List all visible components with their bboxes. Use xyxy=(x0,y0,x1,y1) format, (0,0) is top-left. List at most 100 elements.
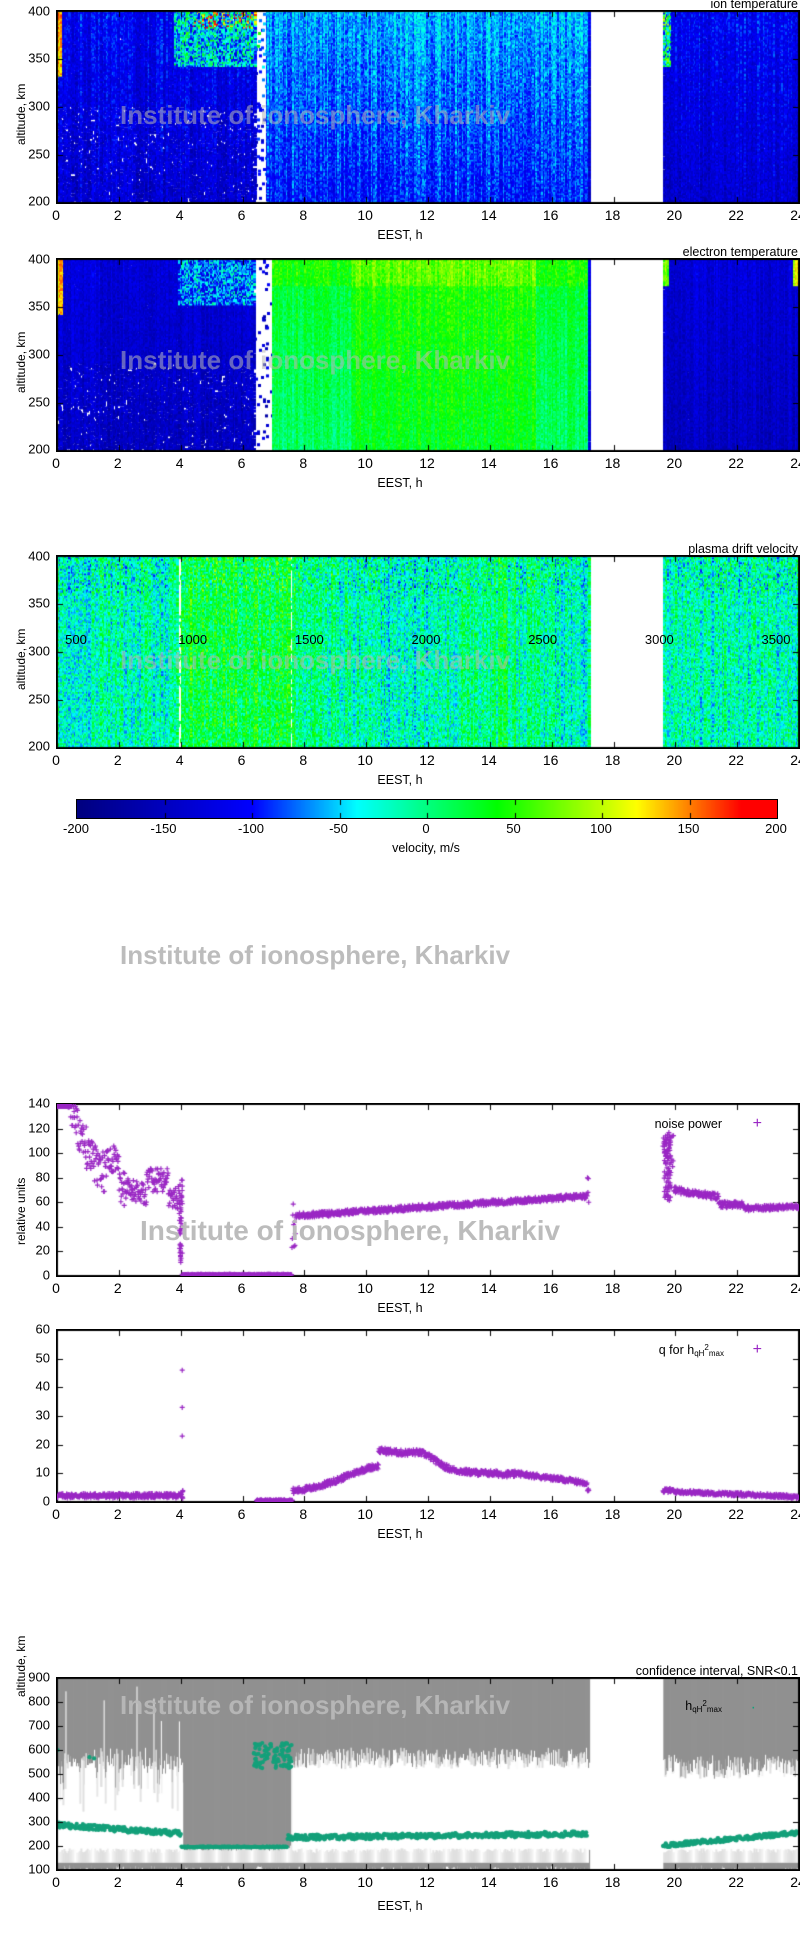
confidence-xtick: 0 xyxy=(52,1874,60,1890)
noise-power-ytick: 0 xyxy=(42,1267,50,1283)
panel-electron-temperature: altitude, km 400 350 300 250 200 electro… xyxy=(0,245,800,498)
confidence-xtick: 16 xyxy=(542,1874,559,1890)
q-hqh2max-xlabel: EEST, h xyxy=(377,1527,423,1541)
q-hqh2max-xtick: 12 xyxy=(419,1506,435,1522)
plasma-drift-velocity-xtick: 14 xyxy=(481,752,497,768)
ion-temperature-xtick: 0 xyxy=(52,207,60,223)
electron-temperature-plot xyxy=(56,258,800,452)
electron-temperature-xtick: 8 xyxy=(299,455,308,471)
ion-temperature-ylabel: altitude, km xyxy=(14,83,28,145)
q-hqh2max-ytick: 30 xyxy=(35,1407,50,1423)
electron-temperature-xtick: 0 xyxy=(52,455,60,471)
noise-power-ytick: 120 xyxy=(28,1120,50,1136)
q-hqh2max-ytick: 50 xyxy=(35,1350,50,1366)
temperature-colorbar-tick: 1000 xyxy=(178,632,208,647)
noise-power-xtick: 6 xyxy=(237,1280,246,1296)
confidence-ytick: 800 xyxy=(28,1693,50,1709)
ytick: 300 xyxy=(28,346,50,362)
velocity-colorbar-tick: -200 xyxy=(62,821,90,836)
noise-power-ytick: 80 xyxy=(35,1169,50,1185)
ytick: 400 xyxy=(28,548,50,564)
confidence-legend-label: hqH2max xyxy=(685,1699,722,1714)
temperature-colorbar-tick: 3500 xyxy=(761,632,791,647)
plasma-drift-velocity-xtick: 20 xyxy=(666,752,683,768)
ytick: 350 xyxy=(28,298,50,314)
velocity-colorbar-tick: -100 xyxy=(237,821,265,836)
confidence-xtick: 8 xyxy=(299,1874,308,1890)
q-hqh2max-xtick: 22 xyxy=(728,1506,744,1522)
plasma-drift-velocity-xtick: 2 xyxy=(113,752,122,768)
noise-power-xtick: 0 xyxy=(52,1280,60,1296)
plasma-drift-ylabel: altitude, km xyxy=(14,628,28,690)
noise-power-xtick: 12 xyxy=(419,1280,435,1296)
plasma-drift-velocity-xtick: 6 xyxy=(237,752,246,768)
electron-temperature-xtick: 2 xyxy=(113,455,122,471)
confidence-ytick: 600 xyxy=(28,1741,50,1757)
noise-power-title: noise power xyxy=(654,1117,722,1131)
q-hqh2max-xtick: 4 xyxy=(175,1506,184,1522)
ytick: 400 xyxy=(28,251,50,267)
electron-temperature-ylabel: altitude, km xyxy=(14,331,28,393)
ytick: 200 xyxy=(28,441,50,457)
confidence-ytick: 400 xyxy=(28,1789,50,1805)
ytick: 350 xyxy=(28,50,50,66)
velocity-colorbar-tick: 50 xyxy=(506,821,521,836)
temperature-colorbar-tick: 2000 xyxy=(411,632,441,647)
confidence-xtick: 6 xyxy=(237,1874,246,1890)
q-hqh2max-plot xyxy=(56,1329,800,1503)
ytick: 250 xyxy=(28,691,50,707)
noise-power-ylabel: relative units xyxy=(14,1177,28,1245)
noise-power-xtick: 22 xyxy=(728,1280,744,1296)
ion-temperature-xtick: 18 xyxy=(604,207,621,223)
plasma-drift-xlabel: EEST, h xyxy=(377,773,423,787)
q-hqh2max-xtick: 2 xyxy=(113,1506,122,1522)
confidence-ylabel: altitude, km xyxy=(14,1635,28,1697)
ion-temperature-xtick: 4 xyxy=(175,207,184,223)
confidence-ytick: 700 xyxy=(28,1717,50,1733)
confidence-ytick: 500 xyxy=(28,1765,50,1781)
noise-power-ytick: 40 xyxy=(35,1218,50,1234)
plasma-drift-velocity-xtick: 18 xyxy=(604,752,621,768)
noise-power-xtick: 16 xyxy=(542,1280,559,1296)
electron-temperature-xtick: 24 xyxy=(790,455,800,471)
plasma-drift-velocity-xtick: 12 xyxy=(419,752,435,768)
ion-temperature-xtick: 8 xyxy=(299,207,308,223)
watermark: Institute of ionosphere, Kharkiv xyxy=(120,940,511,970)
velocity-colorbar-tick: -50 xyxy=(329,821,348,836)
ion-temperature-xtick: 14 xyxy=(481,207,497,223)
confidence-ytick: 300 xyxy=(28,1813,50,1829)
noise-power-xtick: 4 xyxy=(175,1280,184,1296)
plasma-drift-velocity-xtick: 4 xyxy=(175,752,184,768)
q-hqh2max-xtick: 18 xyxy=(604,1506,621,1522)
ion-temperature-xtick: 6 xyxy=(237,207,246,223)
plasma-drift-velocity-xtick: 22 xyxy=(728,752,744,768)
confidence-xtick: 22 xyxy=(728,1874,744,1890)
panel-confidence-interval: altitude, km confidence interval, SNR<0.… xyxy=(0,1547,800,1913)
plasma-drift-velocity-xtick: 16 xyxy=(542,752,559,768)
q-hqh2max-ytick: 40 xyxy=(35,1378,50,1394)
velocity-colorbar-tick: 200 xyxy=(765,821,787,836)
q-hqh2max-ytick: 20 xyxy=(35,1436,50,1452)
q-hqh2max-xtick: 20 xyxy=(666,1506,683,1522)
noise-power-legend-marker: + xyxy=(752,1115,762,1132)
q-hqh2max-xtick: 6 xyxy=(237,1506,246,1522)
q-hqh2max-legend-marker: + xyxy=(752,1341,762,1358)
q-hqh2max-xtick: 24 xyxy=(790,1506,800,1522)
ion-temperature-xtick: 20 xyxy=(666,207,683,223)
velocity-colorbar-tick: -150 xyxy=(150,821,177,836)
temperature-colorbar-tick: 2500 xyxy=(528,632,558,647)
confidence-ytick: 100 xyxy=(28,1861,50,1877)
confidence-xtick: 12 xyxy=(419,1874,435,1890)
confidence-title: confidence interval, SNR<0.1 xyxy=(635,1664,798,1679)
electron-temperature-xtick: 16 xyxy=(542,455,559,471)
noise-power-plot xyxy=(56,1103,800,1277)
noise-power-ytick: 20 xyxy=(35,1242,50,1258)
ytick: 200 xyxy=(28,738,50,754)
velocity-colorbar-tick: 100 xyxy=(590,821,612,836)
electron-temperature-xlabel: EEST, h xyxy=(377,476,423,490)
ion-temperature-xtick: 24 xyxy=(790,207,800,223)
ion-temperature-xtick: 10 xyxy=(357,207,373,223)
temperature-colorbar-tick: 500 xyxy=(65,632,87,647)
noise-power-xtick: 10 xyxy=(357,1280,373,1296)
ytick: 250 xyxy=(28,394,50,410)
